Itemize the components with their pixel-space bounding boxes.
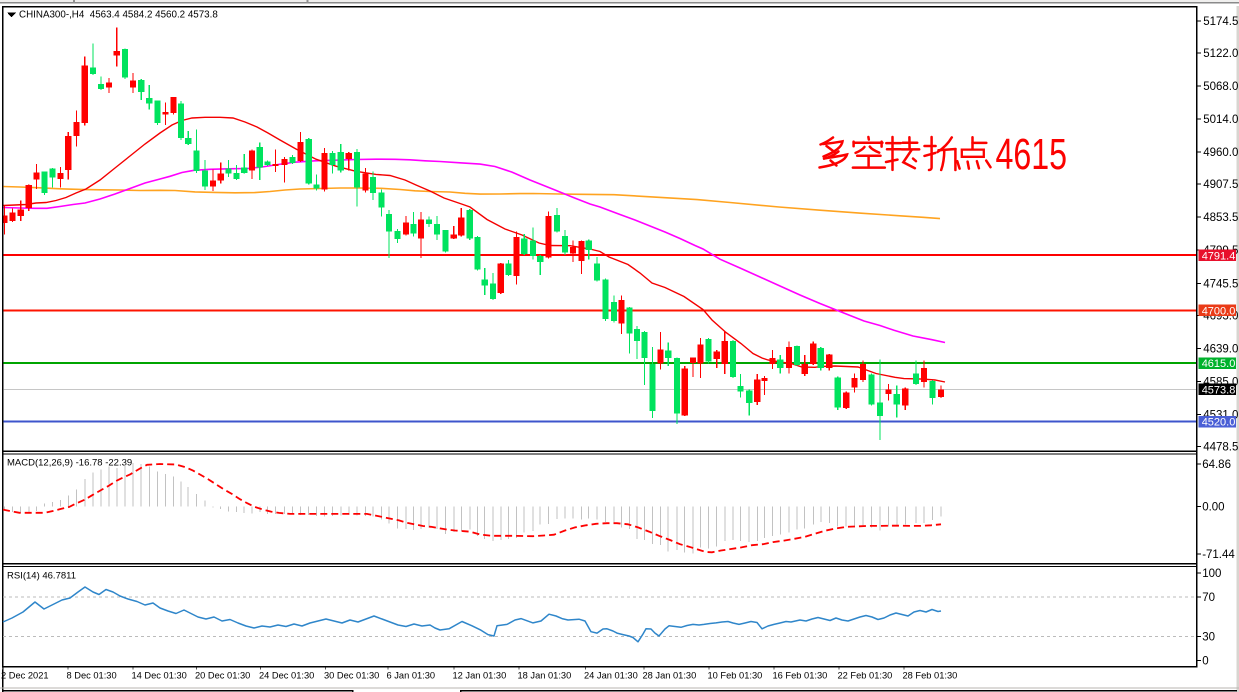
svg-text:5122.0: 5122.0: [1203, 48, 1238, 60]
svg-text:28 Feb 01:30: 28 Feb 01:30: [903, 671, 958, 681]
svg-text:28 Jan 01:30: 28 Jan 01:30: [643, 671, 697, 681]
svg-text:4615.0: 4615.0: [1202, 358, 1236, 370]
svg-text:24 Dec 01:30: 24 Dec 01:30: [259, 671, 314, 681]
svg-text:18 Jan 01:30: 18 Jan 01:30: [518, 671, 572, 681]
svg-text:30: 30: [1202, 632, 1215, 644]
svg-text:4907.5: 4907.5: [1203, 179, 1238, 191]
svg-text:64.86: 64.86: [1202, 459, 1231, 471]
svg-text:14 Dec 01:30: 14 Dec 01:30: [132, 671, 187, 681]
svg-text:4520.0: 4520.0: [1202, 417, 1236, 429]
svg-text:100: 100: [1202, 568, 1221, 580]
svg-text:4700.0: 4700.0: [1202, 305, 1236, 317]
svg-text:24 Jan 01:30: 24 Jan 01:30: [584, 671, 638, 681]
svg-text:MACD(12,26,9) -16.78 -22.39: MACD(12,26,9) -16.78 -22.39: [7, 458, 132, 469]
svg-text:4639.0: 4639.0: [1203, 343, 1238, 355]
svg-text:4853.5: 4853.5: [1203, 212, 1238, 224]
svg-text:0: 0: [1202, 656, 1208, 668]
svg-text:-71.44: -71.44: [1202, 549, 1235, 561]
svg-text:4960.0: 4960.0: [1203, 147, 1238, 159]
svg-text:8 Dec 01:30: 8 Dec 01:30: [67, 671, 117, 681]
svg-text:20 Dec 01:30: 20 Dec 01:30: [195, 671, 250, 681]
svg-text:4791.4: 4791.4: [1202, 250, 1236, 262]
svg-text:5174.5: 5174.5: [1203, 16, 1238, 28]
svg-text:4573.8: 4573.8: [1202, 384, 1236, 396]
svg-text:4615: 4615: [996, 130, 1068, 179]
svg-text:5014.0: 5014.0: [1203, 114, 1238, 126]
svg-text:16 Feb 01:30: 16 Feb 01:30: [773, 671, 828, 681]
svg-text:4478.5: 4478.5: [1203, 442, 1238, 454]
svg-text:2 Dec 2021: 2 Dec 2021: [1, 671, 49, 681]
svg-text:70: 70: [1202, 592, 1215, 604]
svg-text:12 Jan 01:30: 12 Jan 01:30: [453, 671, 507, 681]
svg-text:CHINA300-,H4 4563.4 4584.2 45: CHINA300-,H4 4563.4 4584.2 4560.2 4573.8: [19, 10, 218, 21]
svg-text:30 Dec 01:30: 30 Dec 01:30: [324, 671, 379, 681]
svg-text:22 Feb 01:30: 22 Feb 01:30: [838, 671, 893, 681]
svg-text:4745.5: 4745.5: [1203, 278, 1238, 290]
svg-text:5068.0: 5068.0: [1203, 81, 1238, 93]
svg-text:0.00: 0.00: [1202, 502, 1224, 514]
svg-text:RSI(14) 46.7811: RSI(14) 46.7811: [7, 571, 76, 582]
svg-text:6 Jan 01:30: 6 Jan 01:30: [387, 671, 436, 681]
svg-text:10 Feb 01:30: 10 Feb 01:30: [708, 671, 763, 681]
